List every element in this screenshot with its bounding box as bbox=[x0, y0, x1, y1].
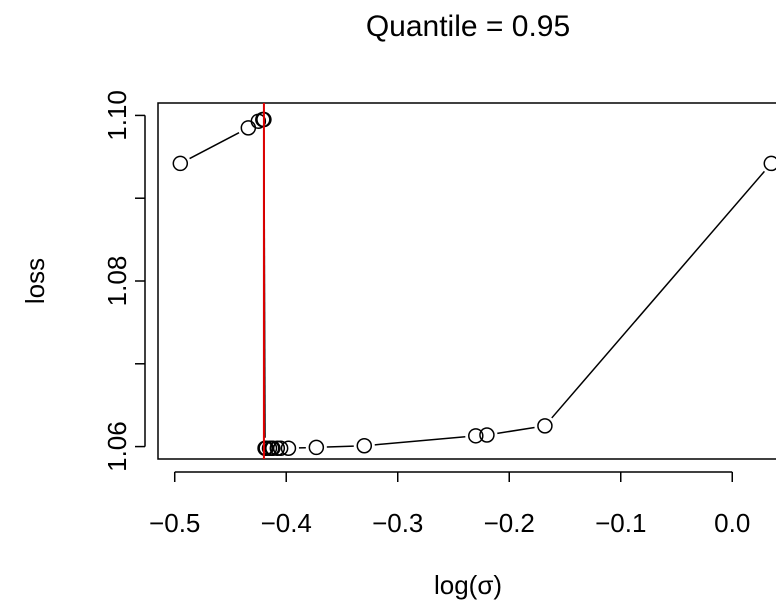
x-tick-label: −0.5 bbox=[149, 508, 200, 538]
x-axis: −0.5 −0.4 −0.3 −0.2 −0.1 0.0 bbox=[149, 471, 750, 538]
data-point bbox=[269, 440, 286, 456]
data-point bbox=[763, 155, 776, 172]
data-point bbox=[240, 120, 257, 136]
data-point bbox=[537, 418, 553, 434]
series-points bbox=[172, 111, 776, 456]
data-point bbox=[479, 427, 495, 443]
series-segments bbox=[189, 130, 765, 449]
x-tick-label: −0.1 bbox=[595, 508, 646, 538]
y-axis: 1.06 1.08 1.10 bbox=[102, 90, 146, 472]
data-point bbox=[468, 428, 484, 444]
series-segment bbox=[497, 426, 535, 435]
data-point bbox=[265, 440, 281, 456]
data-point bbox=[172, 155, 189, 172]
data-point bbox=[280, 440, 297, 456]
series-segment bbox=[326, 445, 354, 448]
y-axis-label: loss bbox=[20, 258, 50, 304]
series-segment bbox=[189, 132, 240, 160]
x-tick-label: −0.3 bbox=[372, 508, 423, 538]
series-segment bbox=[374, 436, 466, 446]
data-point bbox=[272, 440, 289, 456]
data-point bbox=[356, 438, 373, 454]
x-axis-label: log(σ) bbox=[434, 570, 502, 600]
y-tick-label: 1.08 bbox=[102, 256, 132, 307]
x-tick-label: −0.4 bbox=[261, 508, 312, 538]
plot-frame bbox=[157, 102, 776, 460]
series-segment bbox=[551, 170, 765, 419]
y-tick-label: 1.10 bbox=[102, 90, 132, 141]
x-tick-label: −0.2 bbox=[484, 508, 535, 538]
data-point bbox=[308, 439, 325, 456]
y-tick-label: 1.06 bbox=[102, 421, 132, 472]
data-point bbox=[255, 111, 271, 128]
x-tick-label: 0.0 bbox=[714, 508, 750, 538]
chart-title: Quantile = 0.95 bbox=[366, 10, 570, 43]
